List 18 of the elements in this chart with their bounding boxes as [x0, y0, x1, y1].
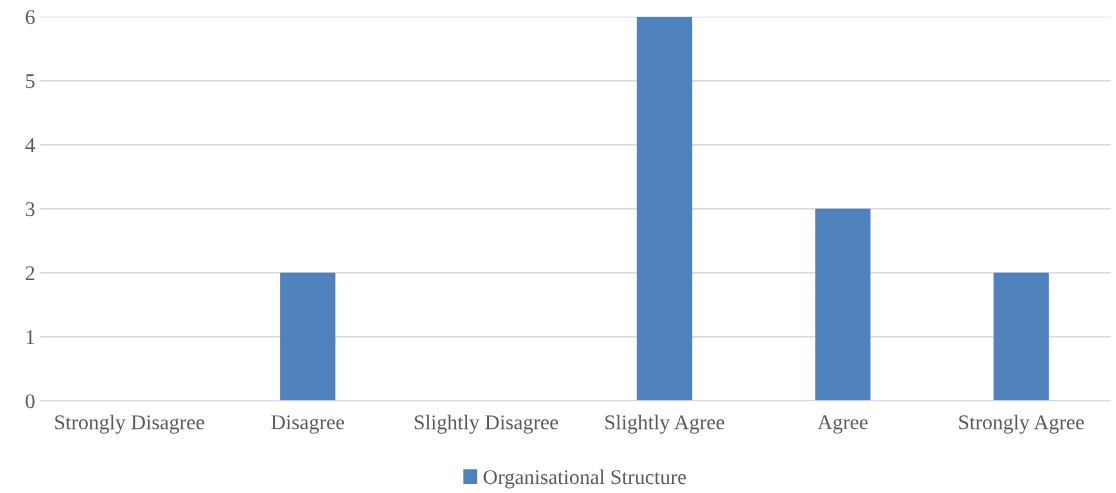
bar — [280, 272, 336, 401]
x-tick-label: Disagree — [271, 415, 345, 434]
bar — [815, 208, 871, 401]
y-tick-label: 5 — [26, 74, 35, 89]
y-tick-label: 4 — [25, 138, 35, 153]
y-tick-label: 6 — [25, 10, 35, 25]
x-tick-label: Slightly Disagree — [414, 414, 559, 434]
bar — [993, 272, 1049, 401]
y-tick-label: 3 — [25, 202, 35, 217]
x-tick-label: Strongly Agree — [959, 414, 1084, 434]
legend-label: Organisational Structure — [483, 469, 686, 489]
y-tick-label: 0 — [25, 394, 35, 409]
y-tick-label: 1 — [26, 330, 35, 345]
x-tick-label: Agree — [817, 415, 868, 434]
x-tick-label: Slightly Agree — [605, 414, 725, 434]
y-tick-label: 2 — [25, 266, 35, 281]
bar — [636, 16, 693, 401]
x-tick-label: Strongly Disagree — [55, 414, 205, 434]
